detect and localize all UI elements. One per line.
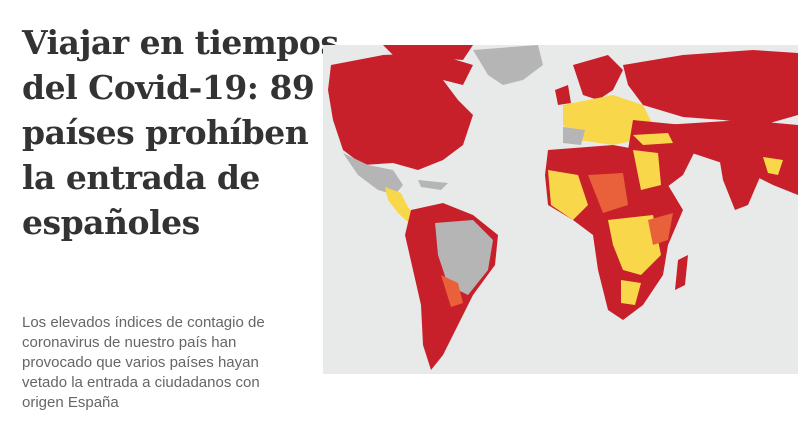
region-uk <box>555 85 571 105</box>
region-europe <box>563 95 653 145</box>
region-greenland <box>473 45 543 85</box>
region-west-africa <box>548 170 588 220</box>
headline-line[interactable]: del Covid-19: 89 <box>22 68 315 107</box>
region-egypt <box>633 150 661 190</box>
region-central-africa <box>608 215 661 275</box>
region-russia <box>623 50 798 125</box>
region-madagascar <box>675 255 688 290</box>
region-turkey <box>633 133 673 145</box>
headline-line[interactable]: españoles <box>22 203 200 242</box>
region-brazil <box>435 220 493 295</box>
map-image[interactable] <box>323 45 798 374</box>
summary: Los elevados índices de contagio de coro… <box>22 314 265 411</box>
region-east-africa <box>648 213 673 245</box>
region-spain <box>563 127 585 145</box>
headline-line[interactable]: la entrada de <box>22 158 260 197</box>
headline-line[interactable]: países prohíben <box>22 113 309 152</box>
region-paraguay <box>441 275 463 307</box>
region-sahel <box>588 173 628 213</box>
region-india <box>718 150 763 210</box>
region-scandinavia <box>573 55 623 100</box>
region-south-asia <box>763 157 783 175</box>
region-north-america <box>328 53 473 170</box>
region-mexico <box>343 153 403 195</box>
headline[interactable]: Viajar en tiempos del Covid-19: 89 paíse… <box>22 20 339 245</box>
region-caribbean <box>418 180 448 190</box>
region-southern-africa <box>621 280 641 305</box>
headline-line[interactable]: Viajar en tiempos <box>22 23 339 62</box>
region-arctic-canada <box>383 45 473 60</box>
